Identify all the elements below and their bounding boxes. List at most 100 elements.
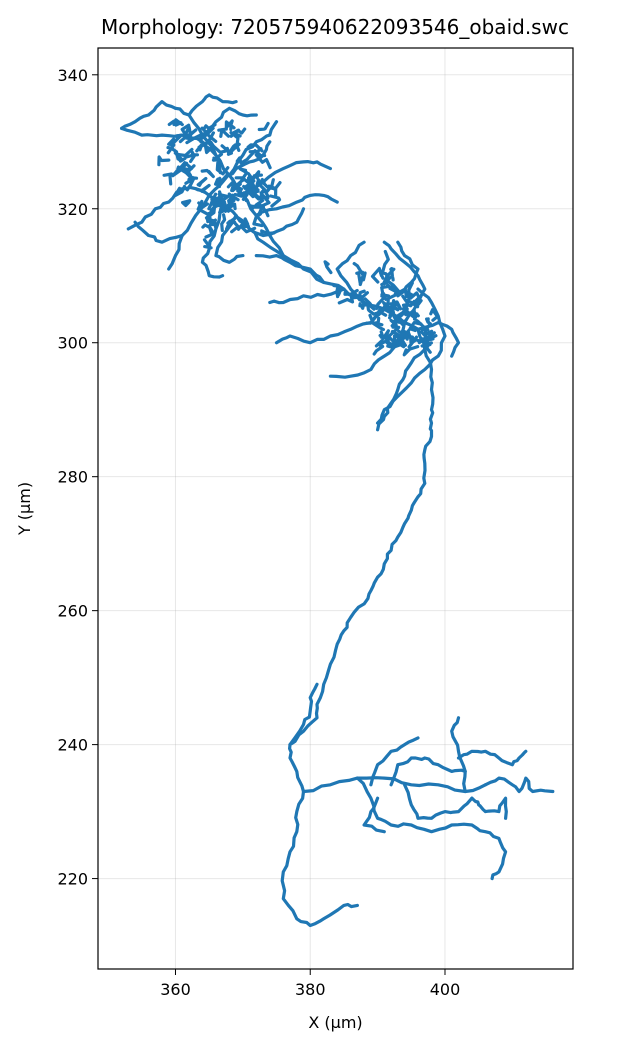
cluster-fiber <box>202 123 217 131</box>
cluster-fiber <box>183 128 198 139</box>
cluster-fiber <box>257 121 270 132</box>
cluster-fiber <box>264 178 275 199</box>
branch-upper-arbor-a <box>126 185 198 231</box>
branch-lower-arbor-g <box>483 776 555 794</box>
cluster-fiber <box>241 191 249 203</box>
cluster-fiber <box>235 156 249 165</box>
cluster-fiber <box>429 308 440 322</box>
cluster-fiber <box>198 126 215 142</box>
cluster-fiber <box>252 212 264 228</box>
cluster-fiber <box>229 128 242 138</box>
branch-mid-arbor-c <box>416 321 461 358</box>
cluster-fiber <box>381 249 390 274</box>
cluster-fiber <box>245 187 255 199</box>
cluster-fiber <box>196 176 208 187</box>
cluster-fiber <box>358 302 370 312</box>
cluster-fiber <box>402 304 409 316</box>
cluster-fiber <box>425 317 432 327</box>
cluster-fiber <box>323 260 333 275</box>
cluster-fiber <box>171 133 183 145</box>
branch-upper-arbor-l <box>133 220 184 244</box>
cluster-fiber <box>408 321 423 333</box>
cluster-fiber <box>167 119 183 127</box>
cluster-fiber <box>372 343 385 356</box>
cluster-fiber <box>200 168 215 179</box>
branch-mid-arbor-f <box>268 287 346 305</box>
y-tick-label: 280 <box>57 468 88 487</box>
cluster-fiber <box>357 289 369 302</box>
cluster-fiber <box>402 345 420 357</box>
branch-upper-arbor-f <box>227 120 279 177</box>
branch-lower-arbor-branch <box>301 776 487 794</box>
cluster-fiber <box>251 170 261 183</box>
cluster-fiber <box>381 302 395 311</box>
branch-mid-arbor-e <box>335 240 366 305</box>
cluster-fiber <box>212 201 228 213</box>
cluster-fiber <box>419 328 429 340</box>
cluster-fiber <box>234 175 251 184</box>
x-tick-label: 400 <box>430 980 461 999</box>
cluster-fiber <box>260 229 276 236</box>
cluster-fiber <box>236 216 250 226</box>
cluster-fiber <box>247 204 262 210</box>
cluster-fiber <box>226 180 239 189</box>
y-tick-label: 340 <box>57 66 88 85</box>
cluster-fiber <box>246 143 264 153</box>
cluster-fiber <box>205 211 218 230</box>
cluster-fiber <box>157 155 171 167</box>
cluster-fiber <box>373 316 384 327</box>
branch-upper-arbor-e <box>254 193 339 218</box>
cluster-fiber <box>166 137 176 155</box>
cluster-fiber <box>389 302 400 312</box>
cluster-fiber <box>162 172 174 186</box>
cluster-fiber <box>401 329 410 337</box>
branch-mid-arbor-i <box>396 240 420 298</box>
y-tick-label: 260 <box>57 602 88 621</box>
branch-lower-arbor-i <box>362 796 386 834</box>
cluster-fiber <box>391 300 403 311</box>
branch-upper-arbor-m <box>120 100 178 130</box>
cluster-fiber <box>407 335 419 349</box>
cluster-fiber <box>401 290 414 304</box>
cluster-fiber <box>374 338 391 348</box>
cluster-fiber <box>336 286 343 297</box>
axis-ticks: 360 380 400 220 240 260 280 300 320 340 <box>57 66 460 999</box>
branch-mid-arbor-j <box>254 254 326 284</box>
y-axis-label: Y (µm) <box>15 482 34 536</box>
cluster-fiber <box>214 177 222 189</box>
branch-lower-arbor-c <box>389 756 467 787</box>
cluster-fiber <box>236 221 250 231</box>
grid-lines <box>98 48 573 969</box>
cluster-fiber <box>211 144 230 154</box>
cluster-fiber <box>173 184 187 198</box>
cluster-fiber <box>238 167 249 182</box>
cluster-fiber <box>409 291 421 305</box>
branch-lower-arbor-d <box>403 783 474 820</box>
cluster-fiber <box>389 318 403 327</box>
branch-lower-arbor-f <box>456 749 528 767</box>
branch-lower-arbor-h <box>470 796 508 820</box>
cluster-fiber <box>420 343 432 349</box>
branch-primary-neurite <box>280 327 435 928</box>
cluster-fiber <box>259 188 270 200</box>
cluster-fiber <box>378 333 391 341</box>
cluster-fiber <box>267 181 282 191</box>
cluster-fiber <box>225 216 237 231</box>
x-axis-label: X (µm) <box>308 1013 362 1032</box>
cluster-fiber <box>269 194 282 208</box>
cluster-fiber <box>204 218 217 239</box>
cluster-fiber <box>384 293 397 307</box>
branch-lower-arbor-e <box>450 716 467 794</box>
y-tick-label: 240 <box>57 736 88 755</box>
branch-lower-arbor-b <box>369 736 420 787</box>
cluster-fiber <box>255 177 266 187</box>
cluster-fiber <box>378 270 391 281</box>
branch-mid-arbor-h <box>376 347 427 432</box>
cluster-fiber <box>408 299 423 309</box>
cluster-fiber <box>352 262 363 275</box>
branch-upper-arbor-n <box>207 140 272 197</box>
y-tick-label: 220 <box>57 870 88 889</box>
cluster-fiber <box>343 288 359 296</box>
cluster-fiber <box>390 329 409 338</box>
